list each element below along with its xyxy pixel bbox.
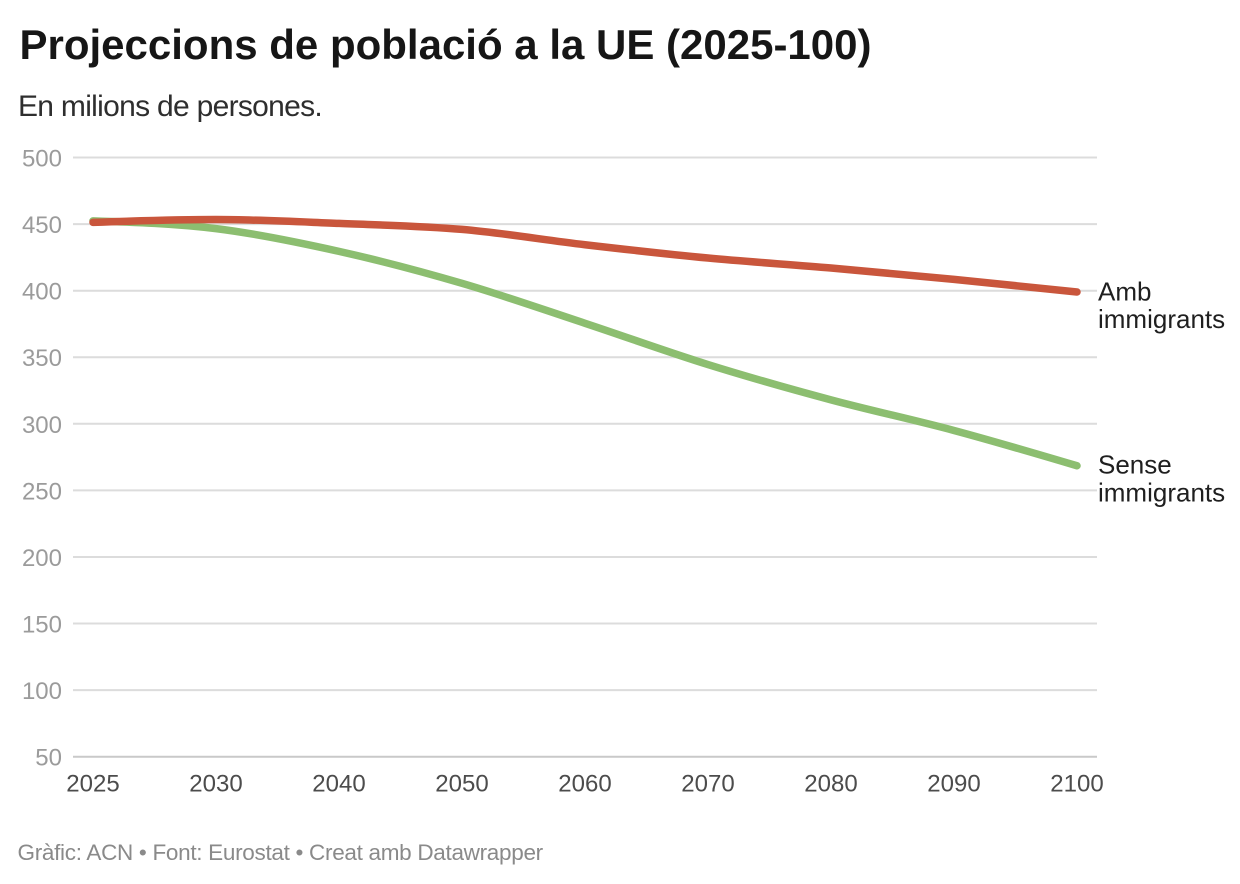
svg-text:300: 300 <box>22 412 62 439</box>
svg-text:50: 50 <box>35 745 62 772</box>
svg-text:500: 500 <box>22 146 62 173</box>
svg-text:150: 150 <box>22 612 62 639</box>
svg-text:100: 100 <box>22 678 62 705</box>
svg-text:Amb: Amb <box>1098 276 1151 306</box>
svg-text:2090: 2090 <box>927 771 980 798</box>
svg-text:Gràfic: ACN • Font: Eurostat •: Gràfic: ACN • Font: Eurostat • Creat amb… <box>18 840 544 865</box>
svg-text:immigrants: immigrants <box>1098 304 1225 334</box>
svg-text:Projeccions de població a la U: Projeccions de població a la UE (2025-10… <box>20 21 872 68</box>
svg-text:350: 350 <box>22 345 62 372</box>
svg-text:2025: 2025 <box>66 771 119 798</box>
svg-text:En milions de persones.: En milions de persones. <box>18 90 322 123</box>
svg-text:450: 450 <box>22 212 62 239</box>
svg-text:200: 200 <box>22 545 62 572</box>
svg-text:Sense: Sense <box>1098 450 1172 480</box>
svg-text:2050: 2050 <box>435 771 488 798</box>
svg-text:2070: 2070 <box>681 771 734 798</box>
svg-text:2040: 2040 <box>312 771 365 798</box>
svg-text:400: 400 <box>22 279 62 306</box>
svg-text:immigrants: immigrants <box>1098 477 1225 507</box>
svg-text:2080: 2080 <box>804 771 857 798</box>
svg-text:250: 250 <box>22 478 62 505</box>
svg-text:2060: 2060 <box>558 771 611 798</box>
svg-text:2100: 2100 <box>1050 771 1103 798</box>
svg-text:2030: 2030 <box>189 771 242 798</box>
